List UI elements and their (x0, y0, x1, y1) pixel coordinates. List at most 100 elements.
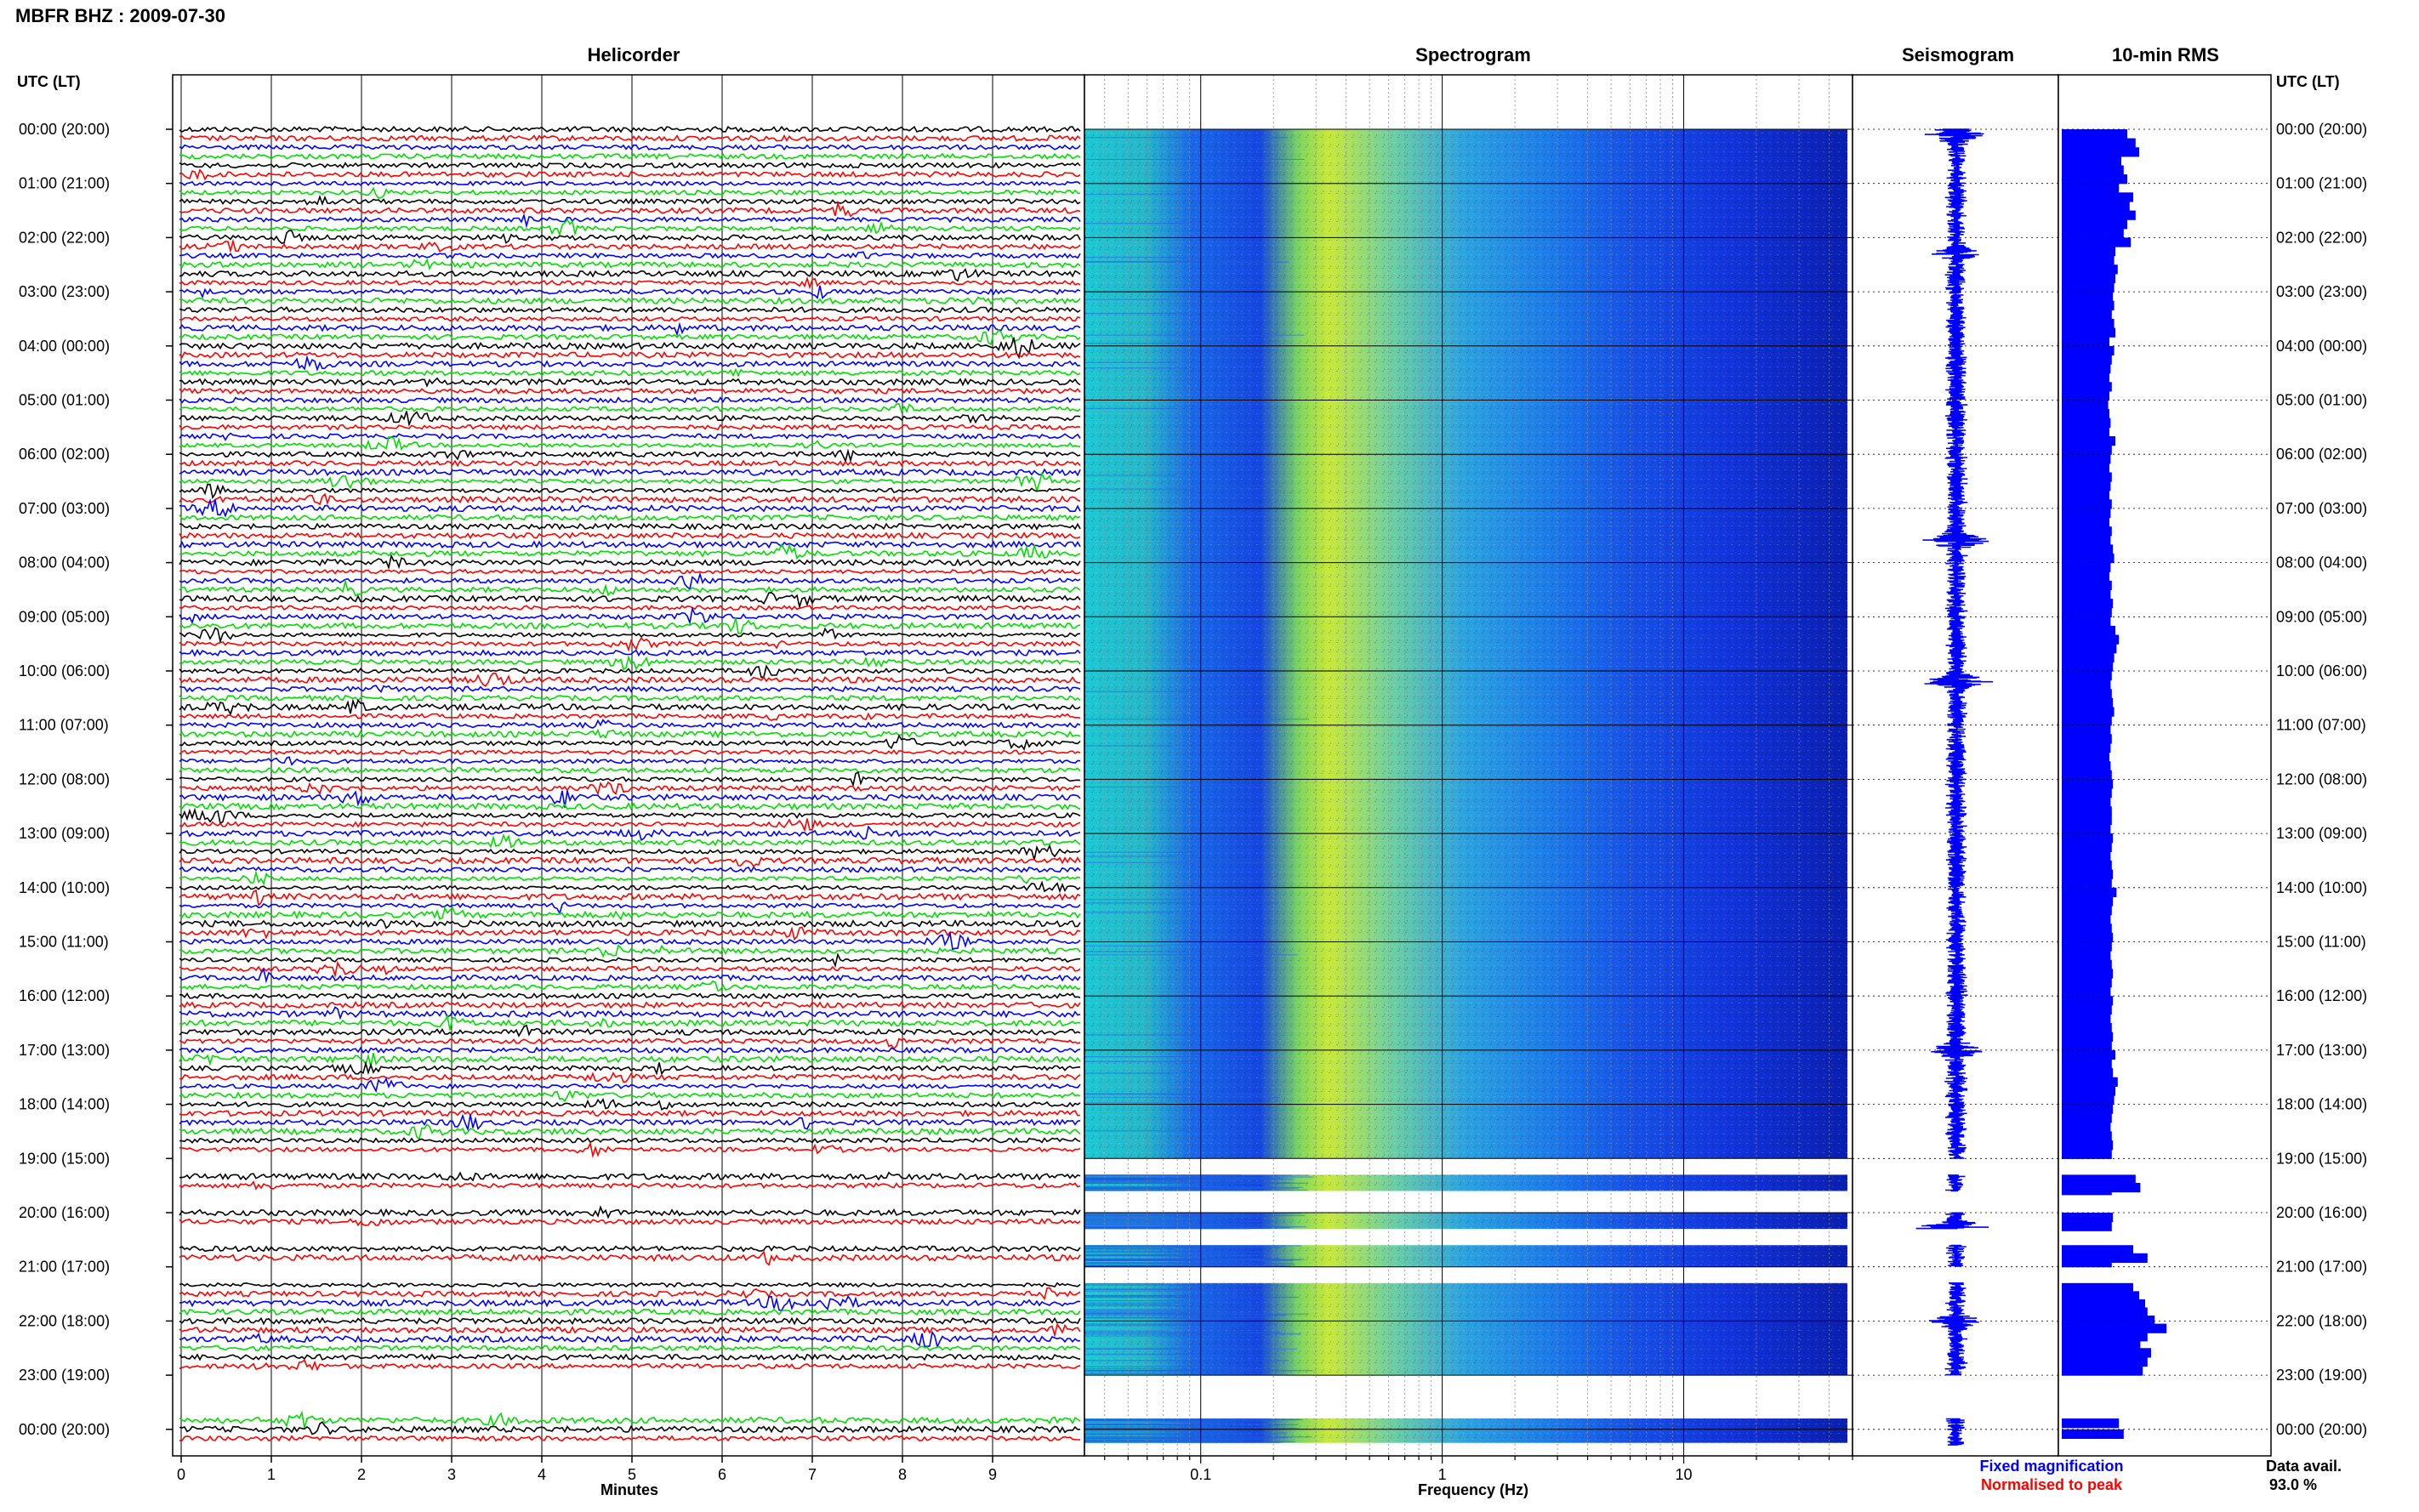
helicorder-trace (179, 825, 1081, 842)
rms-bar (2062, 652, 2114, 662)
time-label-left: 14:00 (10:00) (19, 879, 110, 896)
rms-bar (2062, 833, 2114, 844)
helicorder-trace (179, 1171, 1081, 1182)
rms-bar (2062, 599, 2114, 609)
helicorder-trace (179, 337, 1081, 360)
time-axis-labels: 00:00 (20:00) 00:00 (20:00) 01:00 (21:00) 0… (19, 121, 2367, 1438)
rms-bar (2062, 454, 2111, 464)
rms-bar (2062, 355, 2112, 365)
rms-bar (2062, 986, 2111, 997)
time-label-left: 18:00 (14:00) (19, 1096, 110, 1113)
time-label-right: 11:00 (07:00) (2276, 717, 2366, 734)
x-axis-label-minutes: Minutes (600, 1481, 658, 1498)
helicorder-trace (179, 315, 1081, 322)
rms-bar (2062, 977, 2112, 988)
helicorder-trace (179, 672, 1081, 687)
frequency-tick-label: 1 (1438, 1466, 1447, 1483)
helicorder-trace (179, 403, 1081, 414)
time-label-left: 03:00 (23:00) (19, 283, 110, 300)
minute-tick-label: 7 (808, 1466, 817, 1483)
helicorder-trace (179, 952, 1080, 969)
helicorder-trace (179, 749, 1081, 756)
rms-bar (2062, 445, 2112, 455)
helicorder-trace (179, 180, 1081, 187)
helicorder-trace (179, 649, 1081, 657)
helicorder-trace (179, 1098, 1081, 1111)
rms-bar (2062, 779, 2114, 789)
rms-bar (2062, 941, 2112, 952)
rms-bar (2062, 1032, 2114, 1042)
helicorder-trace (179, 637, 1081, 652)
helicorder-trace (179, 543, 1081, 560)
rms-bar (2062, 255, 2114, 265)
rms-bar (2062, 192, 2133, 202)
rms-bar (2062, 237, 2132, 247)
right-axis-label: UTC (LT) (2276, 73, 2340, 90)
helicorder-trace (179, 1218, 1081, 1227)
helicorder-trace (179, 1359, 1081, 1372)
helicorder-trace (179, 856, 1081, 867)
helicorder-trace (179, 664, 1081, 679)
rms-bar (2062, 851, 2111, 861)
rms-bar (2062, 382, 2112, 392)
helicorder-trace (179, 514, 1081, 521)
rms-bar (2062, 1282, 2133, 1293)
time-label-left: 06:00 (02:00) (19, 446, 110, 463)
time-label-right: 17:00 (13:00) (2276, 1042, 2367, 1059)
time-label-right: 00:00 (20:00) (2276, 121, 2367, 138)
spectrogram-texture (1084, 1282, 1847, 1376)
rms-bar (2062, 824, 2111, 834)
rms-bar (2062, 634, 2120, 645)
helicorder-trace (179, 162, 1081, 169)
rms-bar (2062, 725, 2111, 735)
helicorder-trace (179, 134, 1081, 143)
time-label-left: 19:00 (15:00) (19, 1150, 110, 1167)
helicorder-trace (179, 571, 1081, 590)
helicorder-trace (179, 1250, 1081, 1266)
rms-bar (2062, 264, 2118, 275)
time-label-left: 11:00 (07:00) (19, 717, 109, 734)
data-availability-label: Data avail. (2266, 1458, 2342, 1475)
rms-bar (2062, 463, 2109, 474)
helicorder-trace (179, 1089, 1081, 1103)
helicorder-trace (179, 889, 1081, 907)
helicorder-trace (179, 1141, 1081, 1159)
rms-bar (2062, 300, 2114, 310)
time-label-left: 21:00 (17:00) (19, 1259, 110, 1276)
time-label-right: 18:00 (14:00) (2276, 1096, 2367, 1113)
time-label-left: 22:00 (18:00) (19, 1312, 110, 1329)
time-label-left: 17:00 (13:00) (19, 1042, 110, 1059)
rms-bar (2062, 662, 2114, 672)
helicorder-trace (179, 1435, 1080, 1442)
rms-bar (2062, 544, 2114, 554)
time-label-right: 21:00 (17:00) (2276, 1259, 2367, 1276)
rms-bar (2062, 219, 2127, 230)
rms-bar (2062, 481, 2111, 492)
helicorder-trace (179, 568, 1081, 575)
time-label-right: 07:00 (03:00) (2276, 500, 2367, 517)
rms-bar (2062, 292, 2114, 302)
helicorder-trace (179, 926, 1081, 941)
helicorder-trace (179, 468, 1081, 477)
helicorder-trace (179, 1037, 1081, 1050)
time-label-right: 19:00 (15:00) (2276, 1150, 2367, 1167)
rms-bar (2062, 517, 2109, 527)
helicorder-trace (179, 771, 1081, 787)
rms-bar (2062, 228, 2124, 238)
rms-bar (2062, 1140, 2114, 1151)
time-label-left: 12:00 (08:00) (19, 770, 110, 787)
time-label-right: 15:00 (11:00) (2276, 934, 2366, 951)
time-label-right: 01:00 (21:00) (2276, 175, 2367, 192)
rms-bar (2062, 1004, 2112, 1015)
helicorder-trace (179, 818, 1081, 833)
time-label-left: 16:00 (12:00) (19, 987, 110, 1004)
helicorder-trace (179, 144, 1081, 151)
time-label-left: 08:00 (04:00) (19, 554, 110, 571)
spectrogram-texture (1084, 1213, 1847, 1230)
helicorder-trace (179, 1123, 1081, 1140)
time-label-right: 20:00 (16:00) (2276, 1204, 2367, 1221)
helicorder-trace (179, 1421, 1081, 1435)
helicorder-trace (179, 459, 1081, 468)
rms-bar (2062, 860, 2112, 871)
